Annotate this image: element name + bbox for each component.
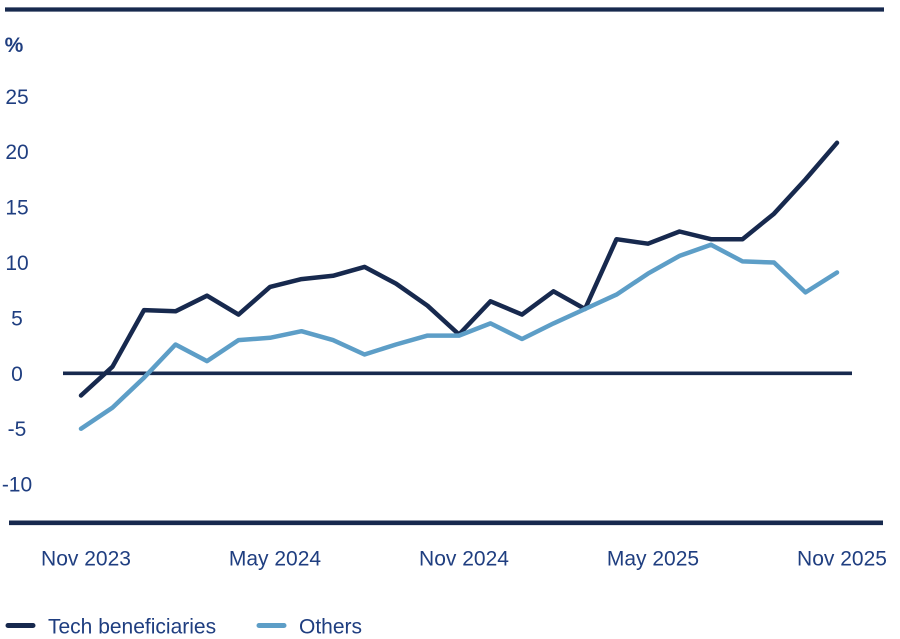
- legend-label-others: Others: [299, 616, 362, 639]
- y-tick-label: 10: [5, 252, 28, 275]
- y-tick-label: -5: [8, 418, 27, 441]
- x-tick-label: May 2024: [229, 548, 322, 571]
- x-tick-label: May 2025: [607, 548, 699, 571]
- x-axis-tick-labels: Nov 2023 May 2024 Nov 2024 May 2025 Nov 2025: [41, 548, 887, 571]
- y-tick-label: 25: [5, 86, 28, 109]
- y-tick-label: 20: [5, 141, 28, 164]
- legend: Tech beneficiaries Others: [5, 616, 362, 639]
- y-tick-label: 0: [11, 363, 23, 386]
- series-line-others: [78, 242, 840, 431]
- x-tick-label: Nov 2024: [419, 548, 509, 571]
- y-tick-label: 5: [11, 307, 23, 330]
- y-tick-label: -10: [2, 474, 32, 497]
- legend-label-tech-beneficiaries: Tech beneficiaries: [48, 616, 216, 639]
- y-axis-unit-label: %: [5, 34, 24, 57]
- y-axis-tick-labels: 25 20 15 10 5 0 -5 -10: [2, 86, 32, 497]
- x-tick-label: Nov 2023: [41, 548, 131, 571]
- y-tick-label: 15: [5, 197, 28, 220]
- x-tick-label: Nov 2025: [797, 548, 887, 571]
- series-line-tech-beneficiaries: [78, 140, 840, 398]
